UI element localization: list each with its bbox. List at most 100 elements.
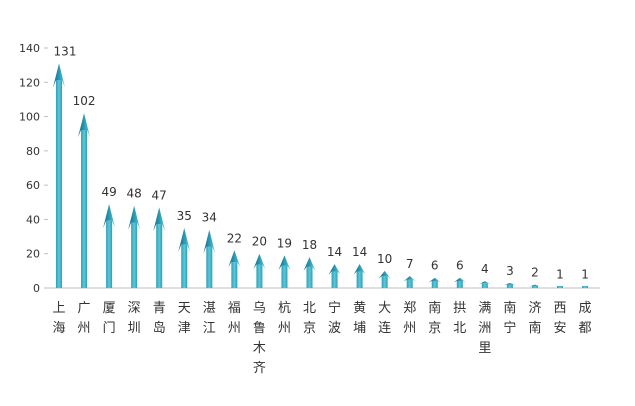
arrow-shaft: [481, 283, 488, 288]
arrow-head: [478, 281, 491, 285]
arrow-bar: [453, 277, 466, 288]
arrow-shaft: [331, 271, 338, 288]
y-tick-label: 20: [26, 248, 40, 261]
arrow-shaft: [206, 246, 213, 288]
arrow-head: [153, 207, 166, 232]
arrow-head: [403, 276, 416, 282]
y-axis: 0 20 40 60 80 100 120 140: [19, 42, 48, 295]
value-label: 47: [152, 188, 167, 202]
category-label: 黄埔: [353, 301, 366, 336]
category-label: 南京: [428, 300, 441, 336]
category-label: 郑州: [403, 301, 416, 336]
arrow-shaft: [106, 220, 113, 288]
value-label: 1: [581, 267, 589, 281]
arrow-bar: [53, 63, 65, 288]
value-label: 6: [456, 259, 464, 273]
arrow-shaft: [156, 224, 163, 288]
y-tick-label: 0: [33, 282, 40, 295]
arrow-shaft: [582, 286, 589, 288]
value-label: 20: [252, 235, 267, 249]
category-label: 天津: [178, 301, 191, 336]
arrow-head: [428, 277, 441, 283]
arrow-shaft: [181, 244, 188, 288]
arrow-bar: [128, 205, 141, 288]
arrow-bar: [203, 229, 216, 288]
category-label: 大连: [378, 301, 391, 336]
arrow-head: [128, 205, 141, 230]
arrow-bar: [303, 257, 316, 288]
category-label: 济南: [528, 301, 541, 336]
category-label: 福州: [228, 301, 241, 336]
arrow-bar: [253, 253, 266, 288]
arrow-head: [253, 253, 266, 270]
arrow-shaft: [381, 276, 388, 288]
arrow-bar: [557, 286, 563, 288]
arrow-head: [203, 229, 216, 254]
arrow-bar: [78, 113, 91, 288]
category-label: 杭州: [278, 301, 291, 336]
value-label: 14: [352, 245, 367, 259]
y-tick-label: 60: [26, 179, 40, 192]
category-label: 南宁: [503, 300, 516, 336]
arrow-shaft: [531, 285, 538, 288]
arrow-head: [78, 113, 91, 138]
y-tick-label: 80: [26, 145, 40, 158]
arrow-shaft: [406, 279, 413, 288]
arrow-bar: [278, 255, 291, 288]
value-labels: 131 102 49 48 47 35 34 22 20 19 18 14 14 10 7 6 6 4 3 2 1 1: [54, 44, 589, 281]
category-label: 宁波: [328, 300, 341, 336]
value-label: 49: [101, 185, 116, 199]
y-tick-label: 120: [19, 76, 40, 89]
arrow-shaft: [431, 280, 438, 288]
category-label: 乌鲁木齐: [253, 300, 266, 376]
value-label: 35: [177, 209, 192, 223]
arrow-bar: [503, 282, 516, 288]
arrow-bar: [153, 207, 166, 288]
value-label: 22: [227, 231, 242, 245]
category-label: 广州: [78, 301, 91, 336]
arrow-head: [378, 270, 391, 279]
value-label: 34: [202, 211, 217, 225]
arrow-bar: [353, 264, 366, 288]
arrow-head: [103, 204, 116, 228]
category-label: 北京: [303, 301, 316, 336]
category-label: 上海: [52, 301, 65, 336]
value-label: 102: [73, 94, 96, 108]
arrow-head: [328, 264, 341, 275]
arrow-head: [453, 277, 466, 283]
arrow-head: [528, 284, 541, 287]
category-label: 湛江: [203, 301, 216, 336]
arrow-bar: [378, 270, 391, 288]
value-label: 19: [277, 236, 292, 250]
category-label: 厦门: [103, 301, 116, 336]
arrow-shaft: [231, 262, 238, 288]
value-label: 131: [54, 44, 77, 58]
arrow-shaft: [256, 264, 263, 288]
y-tick-label: 100: [19, 111, 40, 124]
arrow-bar: [178, 228, 191, 288]
arrow-bar: [103, 204, 116, 288]
category-label: 西安: [553, 301, 566, 336]
arrow-bar: [428, 277, 441, 288]
arrow-head: [303, 257, 316, 272]
arrow-head: [53, 63, 65, 88]
value-label: 6: [431, 259, 439, 273]
category-label: 青岛: [153, 301, 166, 336]
arrow-head: [178, 228, 191, 252]
value-label: 7: [406, 257, 414, 271]
arrow-bar: [403, 276, 416, 288]
arrow-head: [278, 255, 291, 271]
arrow-shaft: [131, 222, 138, 288]
arrow-bar: [228, 250, 241, 288]
y-tick-label: 140: [19, 42, 40, 55]
category-label: 成都: [579, 301, 592, 336]
arrow-shaft: [506, 284, 513, 288]
arrow-shaft: [356, 271, 363, 288]
arrow-shaft: [456, 280, 463, 288]
category-label: 满洲里: [478, 301, 491, 356]
arrow-bar: [528, 284, 541, 288]
arrow-bar: [478, 281, 491, 288]
value-label: 3: [506, 264, 514, 278]
